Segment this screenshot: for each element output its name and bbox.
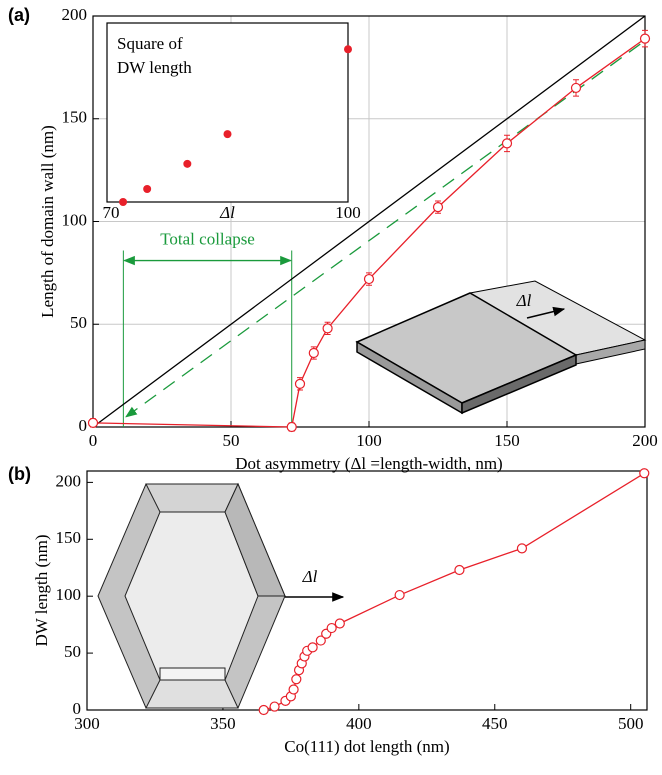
y-axis-label: DW length (nm) [32, 534, 51, 646]
x-tick-label: 500 [618, 714, 644, 733]
marker [292, 675, 301, 684]
marker [641, 34, 650, 43]
marker [296, 379, 305, 388]
marker [289, 685, 298, 694]
schematic-label: Δl [516, 291, 532, 310]
page: 0 50 100 150 200 0 50 100 150 200 Dot asymmetry (Δ… [0, 0, 662, 775]
marker [309, 349, 318, 358]
panel-label: (a) [8, 5, 30, 25]
marker [572, 83, 581, 92]
series-line [264, 473, 645, 710]
annotation-text: Total collapse [160, 229, 255, 248]
inset-point [344, 45, 352, 53]
inset-point [224, 130, 232, 138]
marker [270, 702, 279, 711]
x-tick-label: 350 [210, 714, 236, 733]
y-tick-label: 50 [70, 313, 87, 332]
y-tick-label: 0 [79, 416, 88, 435]
marker [640, 469, 649, 478]
panel-label: (b) [8, 464, 31, 484]
x-tick-label: 100 [356, 431, 382, 450]
figure: 0 50 100 150 200 0 50 100 150 200 Dot asymmetry (Δ… [0, 0, 662, 775]
y-tick-label: 200 [62, 5, 88, 24]
x-tick-label: 0 [89, 431, 98, 450]
marker [503, 139, 512, 148]
marker [434, 203, 443, 212]
y-tick-label: 100 [56, 585, 82, 604]
y-tick-label: 200 [56, 471, 82, 490]
inset-x-tick-label: 100 [335, 203, 361, 222]
marker [287, 423, 296, 432]
marker [517, 544, 526, 553]
x-axis-label: Co(111) dot length (nm) [284, 737, 449, 756]
x-axis-label: Dot asymmetry (Δl =length-width, nm) [235, 454, 502, 473]
marker [308, 643, 317, 652]
inset-x-tick-label: 70 [103, 203, 120, 222]
hexagon-schematic: Δl [98, 484, 343, 708]
x-tick-label: 200 [632, 431, 658, 450]
slab-schematic: Δl [357, 281, 645, 413]
y-tick-label: 0 [73, 699, 82, 718]
marker [365, 275, 374, 284]
marker [323, 324, 332, 333]
y-tick-label: 100 [62, 210, 88, 229]
x-tick-label: 150 [494, 431, 520, 450]
y-tick-label: 50 [64, 642, 81, 661]
marker [395, 591, 404, 600]
inset-point [119, 198, 127, 206]
x-tick-label: 50 [223, 431, 240, 450]
x-tick-label: 400 [346, 714, 372, 733]
marker [259, 706, 268, 715]
marker [335, 619, 344, 628]
inset-point [143, 185, 151, 193]
marker [455, 566, 464, 575]
inset-title: DW length [117, 58, 192, 77]
schematic-label: Δl [302, 567, 318, 586]
plots: 0 50 100 150 200 0 50 100 150 200 Dot asymmetry (Δ… [8, 5, 658, 756]
marker [89, 418, 98, 427]
inset-x-label: Δl [219, 203, 235, 222]
y-tick-label: 150 [62, 108, 88, 127]
y-axis-label: Length of domain wall (nm) [38, 125, 57, 318]
y-tick-label: 150 [56, 528, 82, 547]
marker [327, 624, 336, 633]
x-tick-label: 450 [482, 714, 508, 733]
inset-title: Square of [117, 34, 183, 53]
inset-point [183, 160, 191, 168]
